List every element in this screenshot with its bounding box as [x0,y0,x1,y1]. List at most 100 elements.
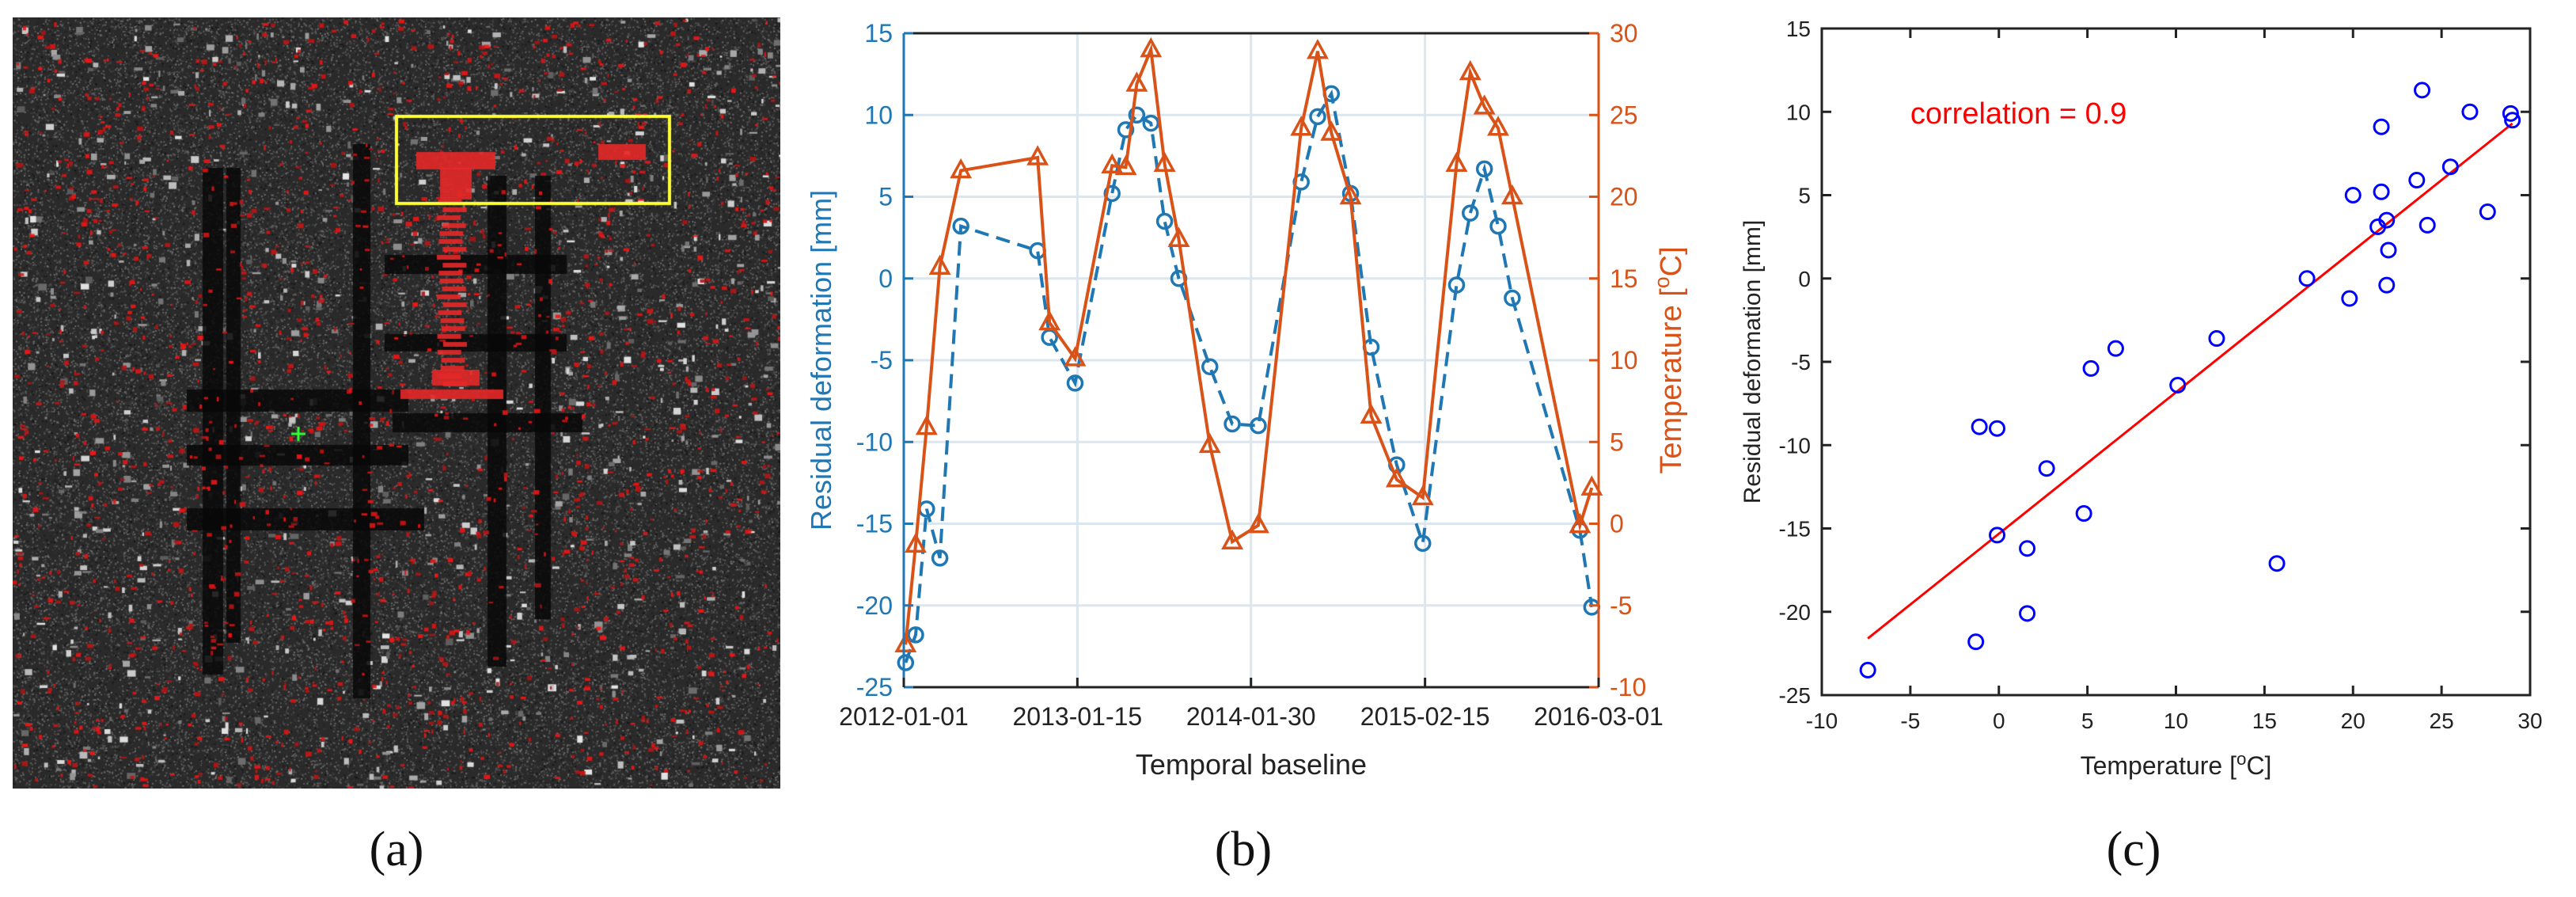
deformation-point [952,217,969,235]
y-axis-label: Residual deformation [mm] [1739,220,1766,504]
deformation-point [1462,204,1479,222]
x-tick-label: -5 [1900,709,1920,733]
y-left-tick-label: -20 [856,591,893,620]
y-left-tick-label: -25 [856,673,893,701]
deformation-point [931,549,949,567]
deformation-point [1504,289,1521,307]
temperature-point [1125,71,1148,92]
scatter-point [2019,540,2036,557]
scatter-point [2461,103,2479,120]
sar-image [13,17,780,789]
y-left-tick-label: -5 [871,346,893,374]
deformation-point [1250,416,1267,435]
y-tick-label: 0 [1798,267,1811,291]
temperature-point [1140,37,1163,58]
y-right-tick-label: 15 [1610,264,1638,293]
deformation-point [1489,217,1507,235]
y-left-tick-label: 15 [864,19,893,48]
temperature-point [950,158,973,179]
temperature-point [1153,151,1176,172]
y-right-tick-label: 20 [1610,183,1638,211]
scatter-point [2344,187,2362,203]
y-tick-label: -5 [1791,350,1811,374]
scatter-point [2504,112,2521,129]
scatter-point [1989,420,2006,437]
scatter-point [2208,330,2225,348]
scatter-point [1989,526,2006,544]
temperature-line [904,43,1594,645]
scatter-point [2298,270,2316,287]
deformation-point [897,654,915,671]
temperature-point [1101,153,1124,174]
temperature-point [1198,432,1221,454]
temperature-point [1487,116,1509,136]
x-tick-label: 20 [2341,709,2365,733]
y-tick-label: -10 [1779,433,1811,458]
scatter-chart: -10 -5 0 5 10 15 20 25 30 -25 -20 -15 -10 -5 0 5 10 15 Tem… [1702,0,2576,893]
y-left-tick-label: -15 [856,510,893,538]
temperature-point [1114,154,1137,176]
temperature-point [1445,151,1468,172]
x-tick-label: 25 [2430,709,2454,733]
scatter-point [2378,276,2396,294]
temperature-point [1360,403,1383,424]
timeseries-chart: -25 -20 -15 -10 -5 0 5 10 15 -10 -5 0 5 10 15 20 25 30 201… [783,0,1694,893]
scatter-point [2373,183,2390,200]
panel-label-a: (a) [369,823,424,876]
temperature-point [1064,346,1087,367]
x-tick-label: 30 [2517,709,2542,733]
x-tick-label: 0 [1993,709,2005,733]
y-right-axis-label: Temperature [oC] [1650,246,1688,473]
panel-label-b: (b) [1214,823,1273,876]
temperature-point [1580,475,1603,496]
deformation-point [1201,358,1219,376]
y-left-tick-label: 0 [878,264,893,293]
temperature-point [1339,184,1362,205]
chart-series: correlation = 0.9 [1859,82,2521,678]
deformation-point [1103,184,1121,203]
temperature-point [1038,310,1061,331]
scatter-point [2169,376,2187,393]
scatter-point [2019,605,2036,622]
deformation-point [1066,374,1084,392]
deformation-point [1447,276,1466,294]
temperature-point [1246,512,1269,534]
deformation-point [1475,160,1493,178]
scatter-point [2268,555,2286,572]
temperature-point [1473,94,1496,115]
scatter-point [1967,633,1985,651]
y-right-tick-label: 10 [1610,346,1638,374]
temperature-point [1385,467,1408,488]
y-tick-label: 15 [1786,17,1811,41]
y-tick-label: -15 [1779,517,1811,542]
deformation-point [1142,114,1160,132]
y-left-tick-label: -10 [856,428,893,456]
timeseries-chart-svg: -25 -20 -15 -10 -5 0 5 10 15 -10 -5 0 5 10 15 20 25 30 201… [805,19,1688,781]
temperature-point [1026,145,1049,165]
chart-axes: -10 -5 0 5 10 15 20 25 30 -25 -20 -15 -10 -5 0 5 10 15 Tem… [1739,17,2543,780]
x-tick-label: 10 [2164,709,2188,733]
x-tick-label: 2015-02-15 [1360,702,1490,731]
chart-axes: -25 -20 -15 -10 -5 0 5 10 15 -10 -5 0 5 10 15 20 25 30 201… [805,19,1688,781]
temperature-point [1569,512,1592,534]
temperature-point [1290,116,1313,136]
temperature-point [905,532,927,553]
chart-series [894,37,1603,671]
y-left-tick-label: 10 [864,101,893,129]
deformation-point [1309,108,1326,126]
y-right-tick-label: 0 [1610,510,1624,538]
scatter-point [2414,82,2431,99]
scatter-point [2107,340,2124,357]
temperature-point [1500,184,1523,205]
y-right-tick-label: 5 [1610,428,1624,456]
y-left-tick-label: 5 [878,183,893,211]
temperature-point [1411,485,1434,506]
y-right-tick-label: 30 [1610,19,1638,48]
x-tick-label: 2014-01-30 [1186,702,1316,731]
scatter-point [2038,460,2055,477]
deformation-point [1224,415,1241,433]
deformation-point [1117,121,1135,139]
scatter-point [2373,118,2390,135]
scatter-point [2408,172,2426,189]
scatter-point [2341,290,2358,307]
